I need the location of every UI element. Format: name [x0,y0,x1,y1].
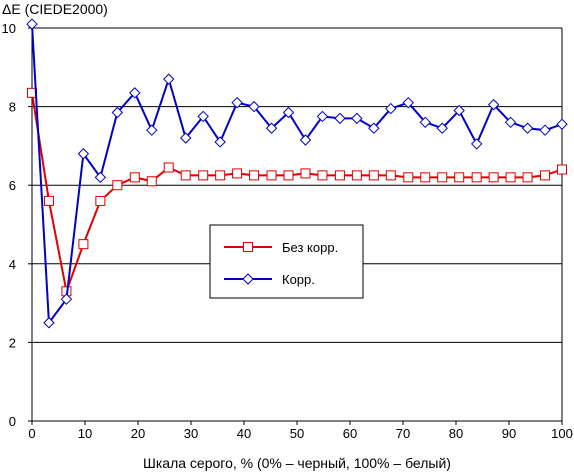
y-tick-label: 10 [2,21,16,36]
y-tick-label: 8 [9,100,16,115]
y-tick-label: 4 [9,257,16,272]
x-tick-label: 100 [551,426,573,441]
data-point [300,168,311,179]
data-point [402,96,415,109]
data-point [504,116,517,129]
x-tick-label: 70 [396,426,410,441]
data-point [26,18,38,30]
data-point [471,172,482,183]
data-point [436,122,448,134]
data-point [385,170,396,181]
data-point [180,170,191,181]
data-point [146,176,157,187]
data-point [266,170,277,181]
data-point [368,170,379,181]
data-point [249,170,260,181]
data-point [521,122,534,134]
data-point [557,164,567,175]
x-tick-labels: 0 10 20 30 40 50 60 70 80 90 100 [28,426,572,441]
data-point [522,172,533,183]
series-line [31,24,563,326]
data-point [146,124,158,136]
data-point [179,132,192,144]
data-point [556,118,568,130]
data-point [197,110,209,123]
y-axis-title: ΔE (CIEDE2000) [2,1,108,17]
data-point [539,124,551,136]
data-point [163,162,174,173]
y-tick-labels: 0 2 4 6 8 10 [2,21,16,429]
legend-marker [242,273,254,285]
data-point [385,102,397,115]
legend-items: Без корр. Корр. [224,240,338,287]
legend-box [209,224,364,299]
data-point [299,134,312,146]
x-tick-label: 30 [184,426,198,441]
y-tick-label: 6 [9,178,16,193]
data-point [231,96,243,109]
data-point [403,172,414,183]
data-point [77,148,90,160]
series-layer [26,18,568,329]
data-point [43,317,55,329]
data-point [232,168,243,179]
y-tick-label: 0 [9,414,16,429]
x-tick-label: 20 [131,426,145,441]
data-point [453,104,465,117]
data-point [282,106,295,119]
data-point [487,98,500,111]
legend: Без корр. Корр. [209,224,364,299]
data-point [78,239,89,250]
legend-label: Без корр. [282,240,338,255]
x-tick-label: 50 [290,426,304,441]
data-point [540,170,551,181]
data-point [419,116,431,129]
x-tick-label: 10 [78,426,92,441]
data-point [112,180,123,191]
data-point [265,122,278,134]
data-point [420,172,431,183]
data-point [283,170,294,181]
data-point [214,136,226,148]
x-tick-label: 0 [28,426,35,441]
x-tick-label: 90 [502,426,516,441]
data-point [505,172,516,183]
data-point [351,112,363,125]
data-point [94,171,107,184]
y-tick-label: 2 [9,335,16,350]
data-point [111,106,124,119]
x-tick-label: 60 [343,426,357,441]
data-point [368,122,380,134]
data-point [488,172,499,183]
data-point [248,100,260,113]
series-2 [26,18,568,329]
data-point [334,112,346,125]
data-point [454,172,465,183]
x-axis-title: Шкала серого, % (0% – черный, 100% – бел… [143,455,451,471]
legend-marker [243,242,253,252]
x-tick-label: 80 [449,426,463,441]
data-point [95,195,106,206]
series-1 [27,87,567,297]
data-point [43,195,54,206]
data-point [316,110,329,123]
data-point [129,87,141,99]
data-point [215,170,226,181]
x-tick-label: 40 [237,426,251,441]
data-point [351,170,362,181]
data-point [163,73,175,85]
data-point [437,172,448,183]
data-point [317,170,328,181]
data-point [198,170,209,181]
data-point [334,170,345,181]
legend-label: Корр. [282,272,315,287]
data-point [470,138,483,150]
data-point [60,293,73,305]
data-point [129,172,140,183]
